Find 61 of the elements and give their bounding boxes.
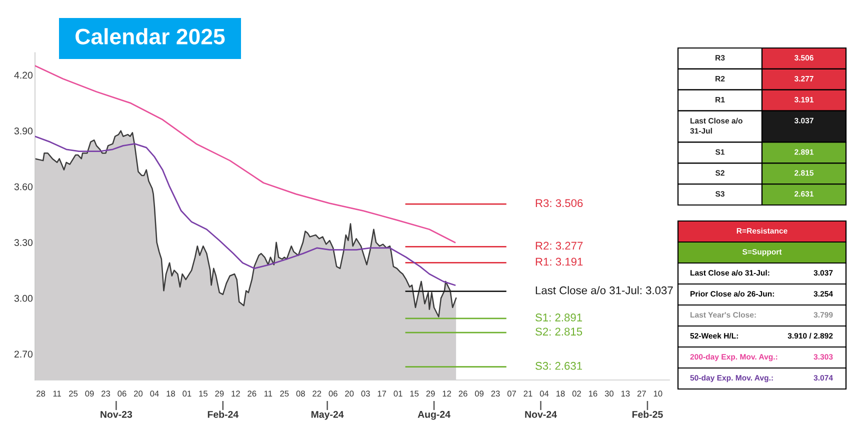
x2-tick-label: 02 xyxy=(572,390,581,397)
x2-tick-label: 06 xyxy=(118,390,126,397)
x2-tick-label: 21 xyxy=(524,390,532,396)
ref-line-label: R1: 3.191 xyxy=(536,258,583,266)
x2-tick-label: 20 xyxy=(134,390,143,397)
y-tick-label: 3.00 xyxy=(14,294,33,302)
ref-line-label: Last Close a/o 31-Jul: 3.037 xyxy=(536,286,673,294)
x2-tick-label: 23 xyxy=(102,390,110,397)
ref-line-label: R3: 3.506 xyxy=(536,199,583,208)
x2-tick-label: 25 xyxy=(69,390,78,397)
x2-tick-label: 04 xyxy=(150,390,159,397)
y-tick-label: 3.60 xyxy=(14,183,33,190)
x2-tick-label: 30 xyxy=(604,390,614,397)
x2-tick-label: 22 xyxy=(312,390,322,396)
ref-line-label: S3: 2.631 xyxy=(535,362,582,370)
x2-tick-label: 27 xyxy=(637,390,646,396)
x2-tick-label: 29 xyxy=(215,390,224,397)
line-series xyxy=(35,65,456,244)
x2-tick-label: 11 xyxy=(264,390,272,396)
x2-tick-label: 29 xyxy=(426,390,435,397)
x2-tick-label: 12 xyxy=(442,390,452,396)
ref-line-label: R2: 3.277 xyxy=(536,242,583,250)
y-tick-label: 2.70 xyxy=(14,350,33,358)
x2-tick-label: 09 xyxy=(474,390,484,397)
x2-tick-label: 16 xyxy=(588,390,598,397)
x-tick-label: Aug-24 xyxy=(418,410,450,420)
x2-tick-label: 18 xyxy=(166,390,175,397)
x2-tick-label: 17 xyxy=(378,390,386,396)
x2-tick-label: 01 xyxy=(182,390,192,397)
x2-tick-label: 25 xyxy=(280,390,289,397)
y-tick-label: 4.20 xyxy=(14,72,33,79)
x2-tick-label: 12 xyxy=(232,390,240,396)
x-tick-label: Nov-24 xyxy=(525,410,557,418)
x2-tick-label: 23 xyxy=(491,390,500,397)
y-tick-label: 3.90 xyxy=(14,128,33,134)
x2-tick-label: 28 xyxy=(36,390,46,397)
x2-tick-label: 09 xyxy=(85,390,94,397)
x2-tick-label: 26 xyxy=(248,390,256,397)
x2-tick-label: 15 xyxy=(410,390,419,397)
x2-tick-label: 11 xyxy=(53,390,61,396)
chart-title: Calendar 2025 xyxy=(76,28,225,44)
x2-tick-label: 01 xyxy=(394,390,402,397)
x2-tick-label: 18 xyxy=(556,390,565,397)
x2-tick-label: 10 xyxy=(654,390,662,397)
x2-tick-label: 03 xyxy=(361,390,370,397)
ref-line-label: S2: 2.815 xyxy=(535,328,582,336)
x-tick-label: May-24 xyxy=(311,410,344,420)
x2-tick-label: 15 xyxy=(199,390,208,397)
x2-tick-label: 07 xyxy=(507,390,516,397)
x-tick-label: Feb-25 xyxy=(632,410,663,418)
x-tick-label: Nov-23 xyxy=(100,410,132,418)
x2-tick-label: 04 xyxy=(540,390,549,397)
line-series xyxy=(35,136,456,286)
x2-tick-label: 13 xyxy=(621,390,630,397)
ref-line-label: S1: 2.891 xyxy=(535,314,582,322)
x2-tick-label: 08 xyxy=(296,390,305,397)
y-tick-label: 3.30 xyxy=(14,239,33,246)
x2-tick-label: 20 xyxy=(345,390,354,397)
x-tick-label: Feb-24 xyxy=(208,410,239,418)
x2-tick-label: 06 xyxy=(328,390,338,397)
x2-tick-label: 26 xyxy=(458,390,468,397)
